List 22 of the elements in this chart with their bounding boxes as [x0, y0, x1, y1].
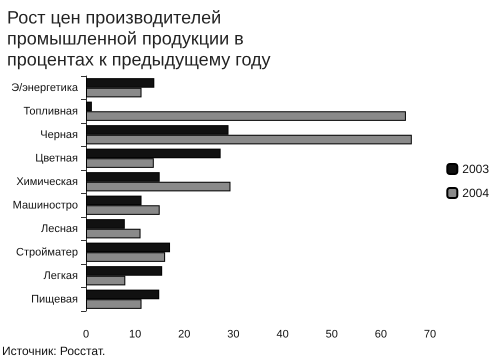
chart-title: Рост цен производителей промышленной продукции в процентах к предыдущему году [7, 8, 271, 70]
y-tick-label: Топливная [24, 105, 78, 118]
x-tick-label: 10 [129, 328, 142, 340]
x-tick-label: 60 [374, 328, 387, 340]
text: Источник: Росстат. [2, 344, 106, 358]
legend-label: 2004 [462, 186, 490, 200]
y-tick-label: Пищевая [31, 293, 78, 306]
x-tick-label: 40 [276, 328, 289, 340]
legend-label: 2003 [462, 162, 490, 176]
y-tick-label: Химическая [16, 176, 78, 188]
y-tick-label: Лесная [41, 222, 78, 235]
x-tick-label: 70 [424, 328, 436, 340]
x-tick-label: 20 [178, 328, 190, 340]
y-tick-label: Стройматер [16, 246, 78, 258]
y-tick-label: Легкая [44, 270, 78, 282]
y-tick-label: Цветная [35, 152, 78, 164]
x-tick-label: 30 [227, 328, 240, 340]
y-tick-label: Черная [40, 128, 78, 141]
x-tick-label: 50 [326, 328, 338, 340]
x-tick-label: 0 [82, 328, 90, 340]
y-tick-label: Машиностро [12, 199, 78, 212]
y-tick-label: Э/энергетика [11, 82, 79, 94]
